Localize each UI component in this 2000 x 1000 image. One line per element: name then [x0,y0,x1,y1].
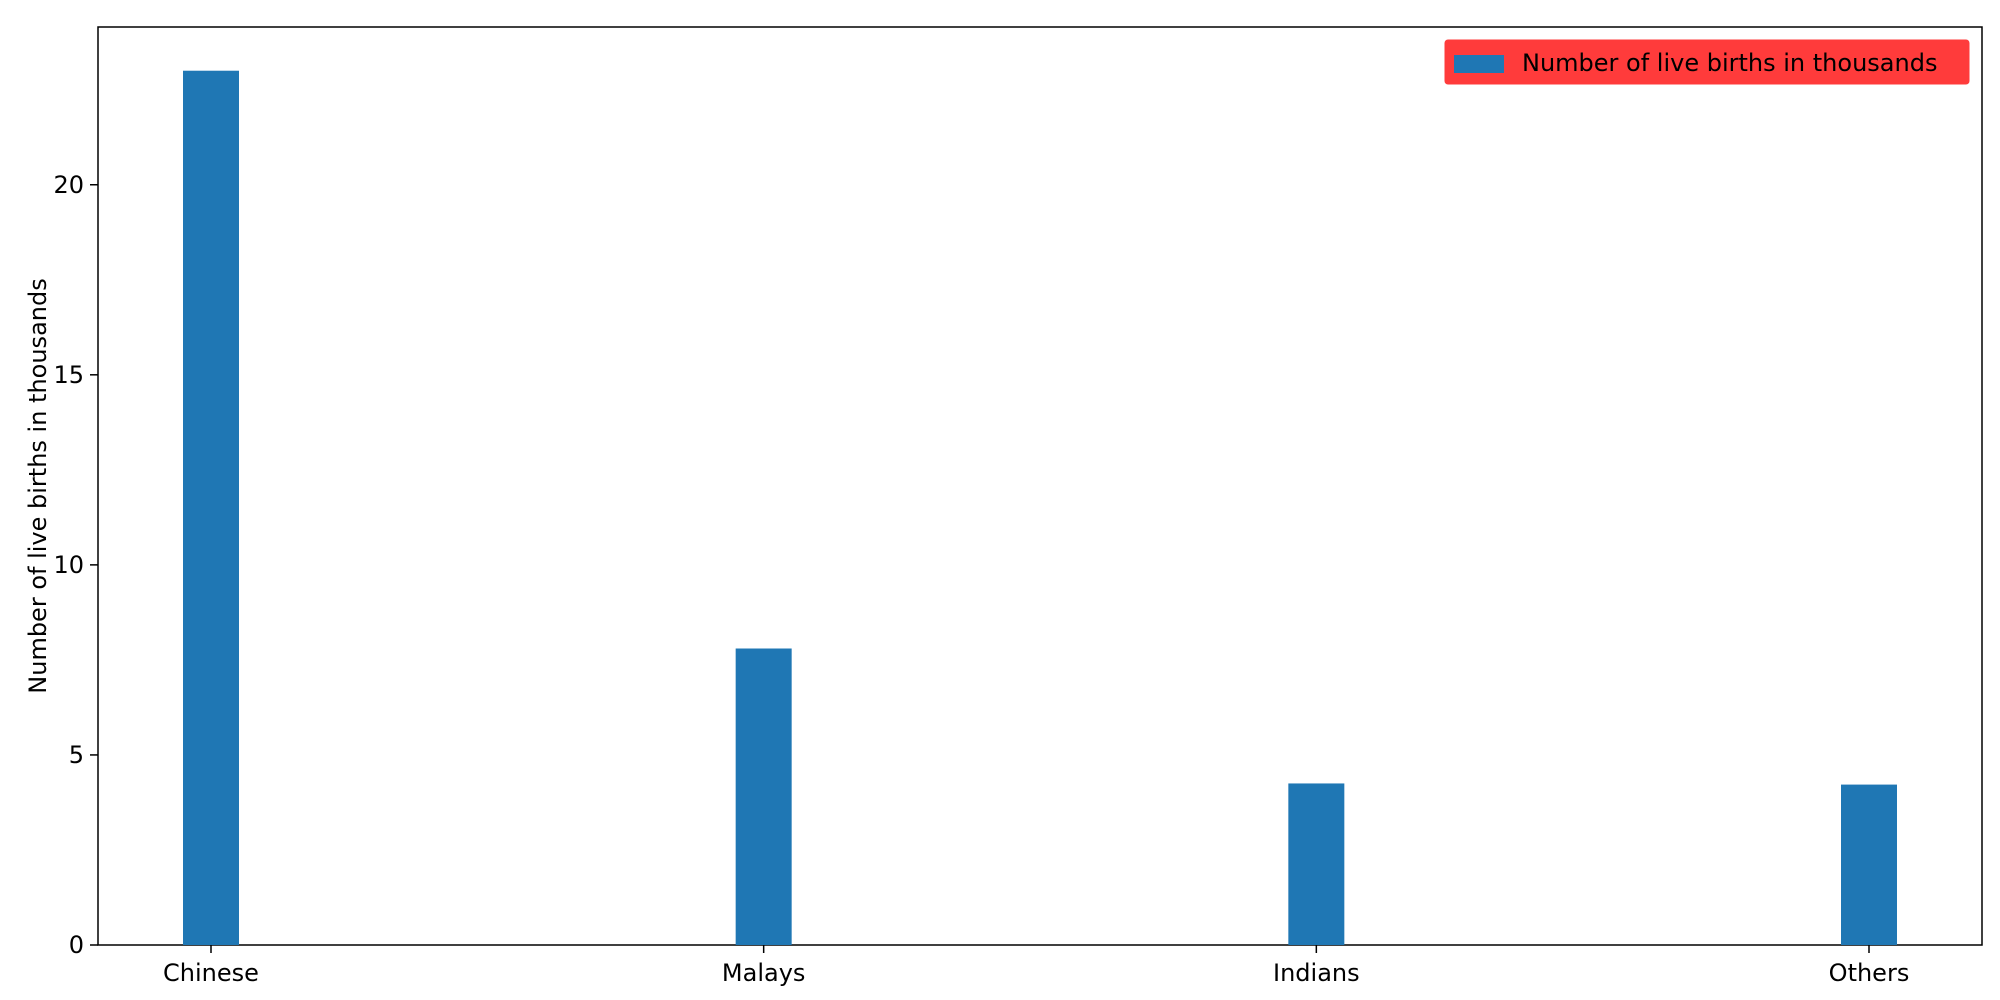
x-tick-label: Others [1829,959,1910,987]
bar-malays [735,648,792,945]
bar-others [1841,784,1897,945]
y-tick-label: 0 [69,931,84,959]
y-tick-label: 10 [53,551,84,579]
x-tick-label: Indians [1273,959,1360,987]
bar-chinese [183,70,239,945]
legend-swatch [1454,55,1504,73]
legend-background [1443,38,1971,86]
y-axis-ticks: 0 5 10 15 20 [53,171,98,959]
x-tick-label: Chinese [163,959,259,987]
legend-label: Number of live births in thousands [1522,49,1937,77]
y-axis-label: Number of live births in thousands [24,278,52,693]
x-tick-label: Malays [722,959,806,987]
bar-indians [1288,783,1345,945]
x-axis-ticks: Chinese Malays Indians Others [163,945,1909,987]
plot-area [97,26,1983,946]
legend: Number of live births in thousands [1443,38,1971,86]
y-tick-label: 20 [53,171,84,199]
y-tick-label: 5 [69,741,84,769]
y-tick-label: 15 [53,361,84,389]
bar-series [183,70,1897,945]
